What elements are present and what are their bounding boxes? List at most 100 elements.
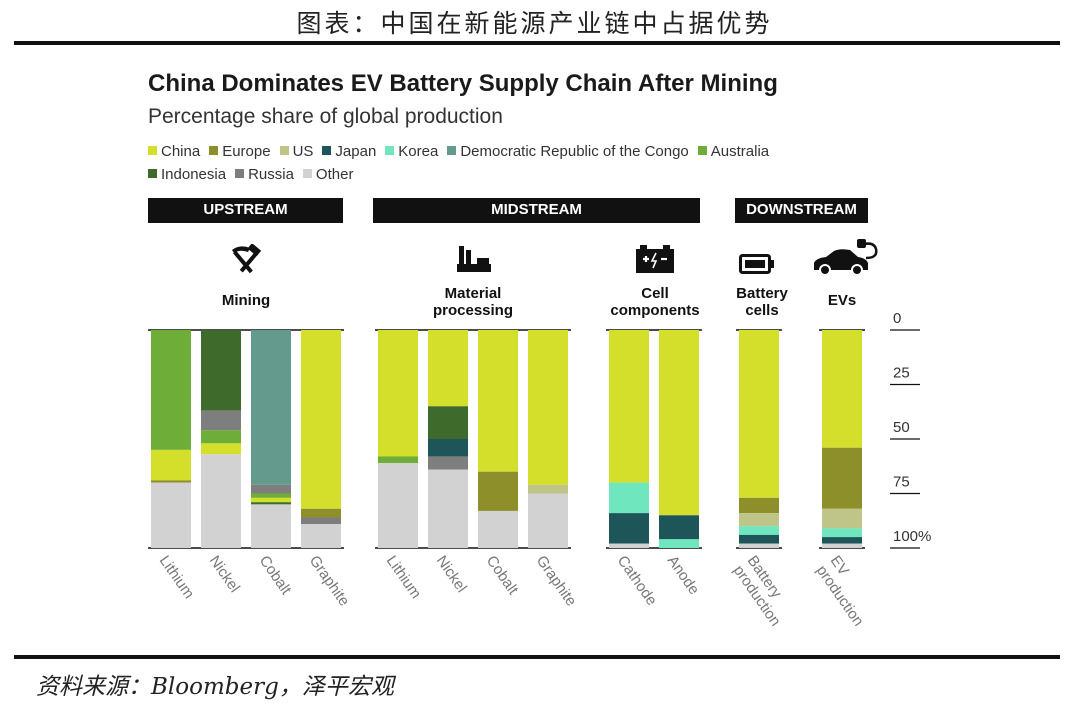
legend-item-australia: Australia [697,143,770,160]
group-label-mining: Mining [221,292,271,309]
bar-segment-nickel-china [201,443,241,455]
category-label: Cobalt [483,553,522,599]
bar-segment-anode-korea [659,539,699,548]
legend-item-russia: Russia [235,166,294,183]
report-title: 图表：中国在新能源产业链中占据优势 [296,9,773,38]
group-label-material-processing: Material processing [432,285,514,319]
bar-segment-graphite-russia [301,517,341,525]
legend-swatch [279,146,289,155]
bar-segment-nickel-indonesia [201,330,241,411]
legend-item-china: China [148,143,200,160]
bar-segment-cobalt-other [478,510,518,548]
bar-segment-cobalt-democratic-republic-of-the-congo [251,330,291,485]
bar-segment-cobalt-china [251,497,291,503]
category-label: Lithium [156,553,198,602]
battery-icon [739,254,774,274]
chart-title: China Dominates EV Battery Supply Chain … [148,70,778,97]
bar-segment-ev-production-europe [822,447,862,509]
legend-item-other: Other [302,166,354,183]
legend-swatch [302,169,312,178]
legend: China Europe US Japan Korea Democratic Republ… [148,143,948,189]
bar-segment-cobalt-europe [478,471,518,511]
pickaxe-hammer-icon [232,244,262,274]
bar-segment-battery-production-europe [739,497,779,514]
bar-segment-cathode-korea [609,482,649,514]
battery-pack-icon [636,245,674,273]
legend-item-us: US [279,143,313,160]
bar-segment-ev-production-korea [822,528,862,538]
legend-label: Russia [248,166,294,183]
bar-segment-ev-production-other [822,543,862,548]
bar-segment-anode-japan [659,515,699,540]
legend-swatch [385,146,395,155]
bar-segment-nickel-russia [428,456,468,470]
bar-segment-lithium-other [151,482,191,548]
bar-segment-lithium-china [378,330,418,457]
bar-segment-ev-production-us [822,508,862,529]
bar-segment-graphite-other [301,524,341,548]
y-tick-label: 0 [893,310,901,327]
legend-label: Indonesia [161,166,227,183]
legend-swatch [148,146,157,155]
bar-segment-lithium-europe [151,480,191,483]
category-label: EVproduction [813,553,881,630]
bar-segment-nickel-indonesia [428,406,468,439]
source-note: 资料来源：Bloomberg，泽平宏观 [36,674,394,700]
category-label: Lithium [383,553,425,602]
category-label: Batteryproduction [730,553,798,630]
factory-icon [457,246,491,272]
bar-segment-lithium-australia [378,456,418,463]
bar-segment-nickel-japan [428,439,468,457]
bar-segment-nickel-australia [201,430,241,444]
legend-swatch [235,169,245,178]
legend-swatch [209,146,219,155]
category-label: Cathode [614,553,660,609]
bar-segment-nickel-china [428,330,468,407]
bar-segment-battery-production-us [739,513,779,527]
legend-swatch [322,146,332,155]
bar-segment-cobalt-other [251,504,291,548]
category-label: Anode [664,553,703,598]
bar-segment-lithium-australia [151,330,191,450]
bar-segment-graphite-europe [301,508,341,518]
bar-segment-cobalt-australia [251,493,291,498]
bar-segment-lithium-china [151,449,191,481]
group-label-battery-cells: Battery cells [736,285,788,319]
y-tick-label: 50 [893,419,910,436]
y-tick-label: 100% [893,528,931,545]
legend-label: Europe [222,143,271,160]
legend-item-japan: Japan [322,143,376,160]
category-label: Nickel [206,553,243,596]
legend-label: China [161,143,201,160]
bar-segment-ev-production-china [822,330,862,448]
bar-segment-battery-production-korea [739,526,779,535]
legend-row: China Europe US Japan Korea Democratic Republ… [148,143,948,166]
group-label-cell-components: Cell components [610,285,700,319]
top-rule [14,41,1060,45]
legend-row: Indonesia Russia Other [148,166,948,189]
category-label: Cobalt [256,553,295,599]
legend-swatch [148,169,157,178]
bar-segment-cobalt-china [478,330,518,472]
bar-segment-graphite-china [528,330,568,485]
bar-segment-nickel-other [428,469,468,548]
category-label: Graphite [306,553,353,610]
legend-label: Australia [710,143,770,160]
bar-segment-graphite-us [528,484,568,494]
bar-segment-graphite-other [528,493,568,548]
bar-segment-lithium-other [378,462,418,548]
stage-downstream: DOWNSTREAM [735,198,868,223]
legend-swatch [697,146,707,155]
category-label: Graphite [533,553,580,610]
bar-segment-cathode-japan [609,513,649,544]
bar-segment-nickel-other [201,454,241,548]
bar-segment-cathode-other [609,543,649,548]
bar-segment-cobalt-indonesia [251,502,291,505]
stage-midstream: MIDSTREAM [373,198,700,223]
legend-label: Korea [398,143,439,160]
legend-label: Democratic Republic of the Congo [460,143,689,160]
legend-label: Other [315,166,354,183]
legend-item-europe: Europe [209,143,271,160]
group-label-evs: EVs [827,292,857,309]
